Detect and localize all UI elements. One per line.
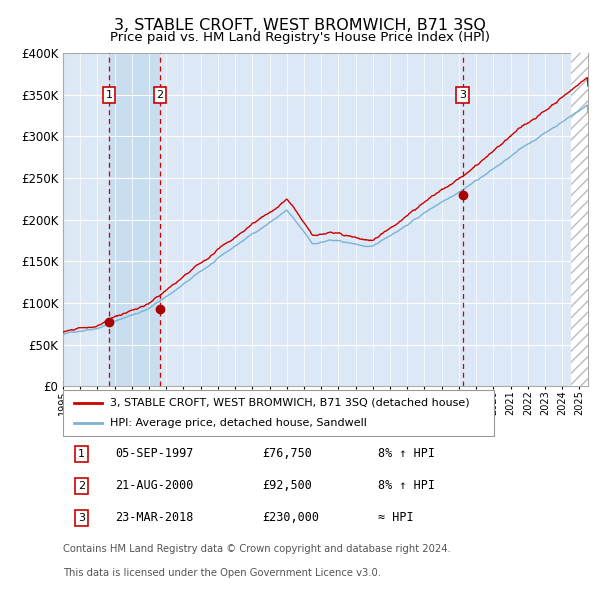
Text: Price paid vs. HM Land Registry's House Price Index (HPI): Price paid vs. HM Land Registry's House …: [110, 31, 490, 44]
Bar: [571, 53, 600, 386]
Text: 3: 3: [459, 90, 466, 100]
Text: 23-MAR-2018: 23-MAR-2018: [115, 512, 194, 525]
Text: 1: 1: [78, 449, 85, 459]
Text: £230,000: £230,000: [263, 512, 320, 525]
Text: 3, STABLE CROFT, WEST BROMWICH, B71 3SQ: 3, STABLE CROFT, WEST BROMWICH, B71 3SQ: [114, 18, 486, 32]
Text: HPI: Average price, detached house, Sandwell: HPI: Average price, detached house, Sand…: [110, 418, 367, 428]
Text: 3: 3: [78, 513, 85, 523]
Text: 8% ↑ HPI: 8% ↑ HPI: [378, 447, 435, 460]
Text: 3, STABLE CROFT, WEST BROMWICH, B71 3SQ (detached house): 3, STABLE CROFT, WEST BROMWICH, B71 3SQ …: [110, 398, 470, 408]
Text: 2: 2: [78, 481, 85, 491]
Text: 1: 1: [106, 90, 113, 100]
FancyBboxPatch shape: [63, 391, 493, 435]
Text: 8% ↑ HPI: 8% ↑ HPI: [378, 479, 435, 493]
Text: £92,500: £92,500: [263, 479, 313, 493]
Text: 05-SEP-1997: 05-SEP-1997: [115, 447, 194, 460]
Bar: [109, 53, 160, 386]
Text: This data is licensed under the Open Government Licence v3.0.: This data is licensed under the Open Gov…: [63, 568, 381, 578]
Text: ≈ HPI: ≈ HPI: [378, 512, 413, 525]
Text: 21-AUG-2000: 21-AUG-2000: [115, 479, 194, 493]
Text: 2: 2: [157, 90, 164, 100]
Text: £76,750: £76,750: [263, 447, 313, 460]
Text: Contains HM Land Registry data © Crown copyright and database right 2024.: Contains HM Land Registry data © Crown c…: [63, 544, 451, 554]
